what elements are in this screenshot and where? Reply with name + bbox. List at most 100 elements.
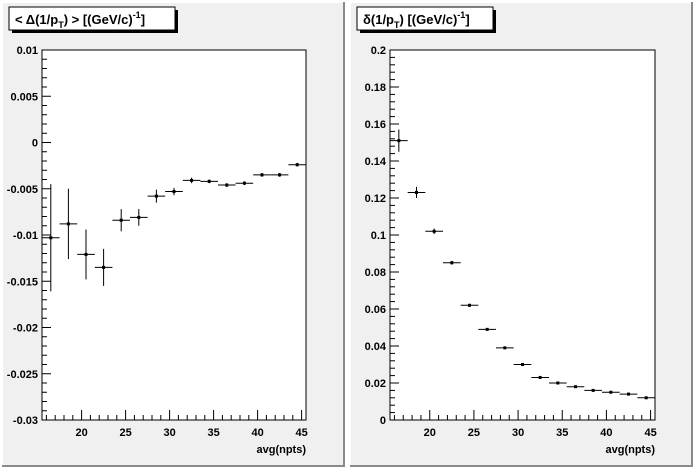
data-point	[147, 189, 166, 203]
marker	[397, 139, 401, 143]
data-point	[425, 228, 443, 235]
y-tick-label: 0.02	[365, 378, 386, 390]
marker	[119, 218, 123, 222]
title-subscript: T	[58, 20, 64, 30]
title-superscript: -1	[457, 10, 465, 20]
data-point	[112, 209, 130, 232]
data-point	[584, 388, 602, 392]
data-point	[549, 381, 567, 385]
marker	[154, 194, 158, 198]
y-tick-label: -0.02	[13, 323, 38, 335]
title-part: δ(1/p	[363, 12, 394, 27]
marker	[242, 181, 246, 185]
data-point	[496, 346, 514, 350]
pad-bevel-dark	[2, 2, 345, 467]
title-part: ]	[465, 12, 469, 27]
y-tick-label: 0	[380, 415, 386, 427]
x-tick-label: 30	[163, 427, 175, 439]
x-tick-label: 35	[556, 427, 568, 439]
marker	[84, 252, 88, 256]
data-point	[407, 186, 426, 198]
title-superscript: -1	[133, 10, 141, 20]
marker	[485, 327, 489, 331]
x-tick-label: 25	[119, 427, 131, 439]
data-point	[165, 187, 183, 196]
data-point	[637, 396, 655, 400]
data-point	[443, 260, 461, 265]
data-point	[460, 303, 479, 307]
data-point	[200, 179, 218, 184]
marker	[190, 178, 194, 182]
y-tick-label: 0.08	[365, 267, 386, 279]
marker	[609, 390, 613, 394]
data-point	[619, 392, 638, 396]
marker	[260, 173, 264, 177]
data-point	[218, 183, 236, 187]
data-point	[288, 162, 306, 167]
pad-bevel-dark	[350, 2, 693, 467]
y-tick-label: 0.14	[365, 156, 387, 168]
pad-bevel-light	[1, 1, 344, 466]
marker	[521, 363, 524, 366]
marker	[644, 396, 648, 400]
y-tick-label: 0.18	[365, 82, 386, 94]
data-point	[602, 390, 620, 394]
marker	[49, 236, 53, 240]
x-axis-label: avg(npts)	[606, 444, 656, 456]
data-point	[59, 188, 78, 260]
y-tick-label: -0.005	[7, 184, 38, 196]
data-point	[42, 184, 60, 292]
data-point	[235, 181, 254, 186]
marker	[450, 261, 454, 265]
data-point	[566, 385, 585, 389]
chart-panel-1: -0.03 -0.025 -0.02 -0.015 -0.01 -0.005 0 0.005 0…	[1, 1, 345, 467]
marker	[591, 388, 595, 392]
marker	[102, 265, 106, 269]
data-point	[270, 173, 289, 177]
title-part: ) [(GeV/c)	[400, 12, 458, 27]
title-part: < Δ(1/p	[15, 12, 58, 27]
marker	[207, 179, 211, 183]
data-point	[94, 248, 113, 286]
x-tick-label: 40	[251, 427, 263, 439]
data-point	[513, 363, 532, 366]
title-box	[356, 6, 494, 31]
marker	[503, 346, 507, 350]
marker	[468, 303, 471, 307]
data-point	[531, 375, 549, 379]
pad-bevel-light	[349, 1, 692, 466]
x-tick-label: 35	[207, 427, 219, 439]
marker	[432, 229, 436, 233]
data-point	[253, 173, 271, 177]
y-tick-label: -0.03	[13, 415, 38, 427]
marker	[66, 222, 70, 226]
title-part: ) > [(GeV/c)	[64, 12, 133, 27]
y-tick-label: 0.01	[17, 45, 38, 57]
data-point	[130, 209, 148, 226]
plot-frame	[389, 49, 656, 421]
chart-title: δ(1/pT) [(GeV/c)-1]	[363, 10, 470, 30]
data-point	[478, 327, 496, 331]
x-tick-label: 20	[75, 427, 87, 439]
y-tick-label: 0.06	[365, 304, 386, 316]
y-tick-label: -0.025	[7, 369, 38, 381]
y-tick-label: 0.2	[371, 45, 386, 57]
marker	[538, 375, 542, 379]
x-tick-label: 40	[600, 427, 612, 439]
data-point	[390, 129, 408, 152]
data-point	[77, 229, 95, 280]
y-tick-label: -0.015	[7, 276, 38, 288]
marker	[278, 173, 282, 177]
y-tick-label: 0.1	[371, 230, 386, 242]
x-tick-label: 30	[512, 427, 524, 439]
title-box	[8, 6, 176, 31]
plot-frame	[41, 49, 307, 421]
x-tick-label: 25	[468, 427, 480, 439]
chart-panel-2: 0 0.02 0.04 0.06 0.08 0.1 0.12 0.14 0.16 0.18 0.2 2…	[349, 1, 693, 467]
marker	[415, 190, 418, 194]
marker	[556, 381, 560, 385]
marker	[627, 392, 630, 396]
y-tick-label: -0.01	[13, 230, 38, 242]
marker	[295, 163, 299, 167]
